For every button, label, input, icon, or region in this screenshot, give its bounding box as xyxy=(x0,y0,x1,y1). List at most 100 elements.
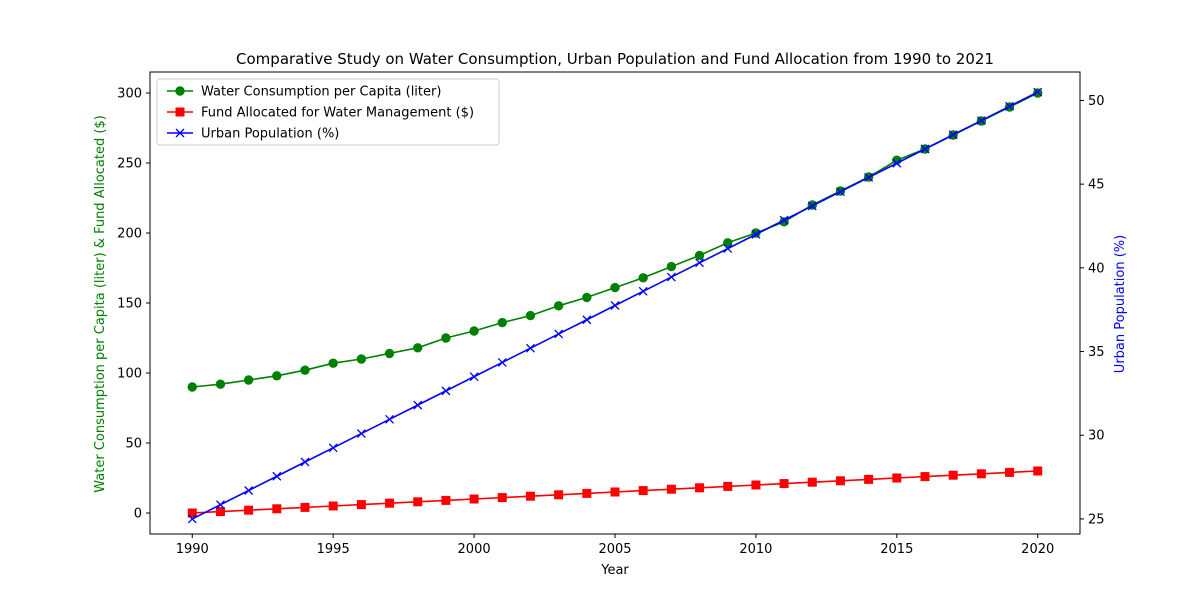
data-point-series-3 xyxy=(187,514,197,524)
legend-marker-1 xyxy=(175,86,185,96)
y-axis-right-label: Urban Population (%) xyxy=(1113,235,1128,373)
data-point-series-3 xyxy=(244,486,254,495)
data-point-series-1 xyxy=(610,282,620,293)
data-point-series-3 xyxy=(413,400,423,410)
data-point-series-3 xyxy=(948,130,958,140)
y-right-tick-label: 50 xyxy=(1088,94,1105,109)
legend-box xyxy=(156,78,500,146)
data-point-series-1 xyxy=(638,273,648,283)
data-point-series-3 xyxy=(272,471,282,481)
data-point-series-3 xyxy=(582,315,592,325)
plot-area: 1990 1995 2000 2005 2010 2015 2020 0 50 100 150 200… xyxy=(117,71,1105,557)
data-point-series-3 xyxy=(1033,87,1043,97)
data-point-series-1 xyxy=(525,310,536,321)
x-axis-label: Year xyxy=(600,563,629,578)
y-left-tick-label: 300 xyxy=(117,87,142,102)
data-point-series-2 xyxy=(469,494,479,504)
y-right-tick-label: 35 xyxy=(1088,345,1105,360)
data-point-series-2 xyxy=(413,497,423,507)
data-point-series-2 xyxy=(441,495,451,505)
data-point-series-2 xyxy=(892,473,902,483)
data-point-series-1 xyxy=(582,292,592,303)
legend-marker-2 xyxy=(175,107,185,117)
y-left-tick-label: 0 xyxy=(134,507,142,522)
y-left-tick-label: 250 xyxy=(117,157,142,172)
chart-title: Comparative Study on Water Consumption, … xyxy=(236,50,994,68)
data-point-series-2 xyxy=(328,501,338,511)
data-point-series-3 xyxy=(356,429,366,439)
data-point-series-3 xyxy=(300,457,310,467)
y-left-tick-label: 50 xyxy=(125,437,142,452)
legend-label-2: Fund Allocated for Water Management ($) xyxy=(201,106,474,121)
data-point-series-3 xyxy=(1005,101,1015,111)
data-point-series-3 xyxy=(666,272,676,282)
data-point-series-1 xyxy=(413,343,423,353)
data-point-series-2 xyxy=(638,486,648,496)
data-point-series-2 xyxy=(356,500,366,510)
data-point-series-2 xyxy=(948,470,958,480)
y-left-tick-label: 200 xyxy=(117,227,142,242)
legend-label-3: Urban Population (%) xyxy=(201,127,339,142)
data-point-series-2 xyxy=(779,479,789,489)
legend-marker-3 xyxy=(175,128,185,138)
data-point-series-3 xyxy=(441,386,451,396)
x-tick-label: 2010 xyxy=(739,542,772,557)
data-point-series-1 xyxy=(243,375,254,385)
data-point-series-2 xyxy=(864,474,874,484)
data-point-series-2 xyxy=(835,476,845,486)
y-right-tick-label: 25 xyxy=(1088,512,1105,527)
data-point-series-2 xyxy=(582,488,592,498)
y-left-tick-label: 150 xyxy=(117,297,142,312)
data-point-series-2 xyxy=(497,493,507,503)
data-point-series-1 xyxy=(723,238,733,248)
y-right-tick-label: 45 xyxy=(1088,178,1105,193)
data-point-series-3 xyxy=(469,372,479,382)
data-point-series-2 xyxy=(215,507,225,517)
data-point-series-1 xyxy=(272,371,282,381)
data-point-series-2 xyxy=(976,469,986,479)
x-tick-label: 2015 xyxy=(880,542,913,557)
data-point-series-3 xyxy=(723,244,733,254)
data-point-series-3 xyxy=(807,201,817,211)
data-point-series-2 xyxy=(525,491,535,501)
data-point-series-1 xyxy=(694,250,705,261)
data-point-series-3 xyxy=(892,158,902,168)
data-point-series-2 xyxy=(807,477,817,487)
data-point-series-1 xyxy=(666,261,677,272)
data-point-series-2 xyxy=(695,483,705,493)
data-point-series-3 xyxy=(525,343,535,353)
data-point-series-3 xyxy=(695,258,705,268)
data-point-series-3 xyxy=(215,500,225,510)
data-point-series-3 xyxy=(497,357,507,367)
data-point-series-2 xyxy=(187,508,197,518)
data-point-series-3 xyxy=(554,329,564,339)
x-tick-label: 1990 xyxy=(176,542,209,557)
data-point-series-2 xyxy=(1033,466,1043,476)
data-point-series-3 xyxy=(976,116,986,126)
y-right-tick-label: 30 xyxy=(1088,429,1105,444)
x-tick-label: 2020 xyxy=(1021,542,1054,557)
y-axis-left-label: Water Consumption per Capita (liter) & F… xyxy=(93,115,108,493)
data-point-series-2 xyxy=(610,487,620,497)
data-point-series-2 xyxy=(385,498,395,508)
y-left-tick-label: 100 xyxy=(117,367,142,382)
data-point-series-2 xyxy=(723,481,733,491)
data-point-series-1 xyxy=(441,333,451,343)
data-point-series-1 xyxy=(553,301,564,311)
data-point-series-3 xyxy=(835,187,845,197)
data-point-series-3 xyxy=(864,172,874,182)
data-point-series-1 xyxy=(187,382,197,392)
data-point-series-2 xyxy=(1005,467,1015,477)
data-point-series-2 xyxy=(751,480,761,490)
data-point-series-1 xyxy=(215,379,226,389)
data-point-series-2 xyxy=(272,504,282,514)
data-point-series-3 xyxy=(385,414,395,424)
data-point-series-1 xyxy=(356,354,367,364)
data-point-series-2 xyxy=(300,502,310,512)
data-point-series-3 xyxy=(610,301,620,310)
data-point-series-1 xyxy=(300,365,310,375)
data-point-series-2 xyxy=(920,472,930,482)
y-right-tick-label: 40 xyxy=(1088,261,1105,276)
data-point-series-2 xyxy=(666,484,676,494)
